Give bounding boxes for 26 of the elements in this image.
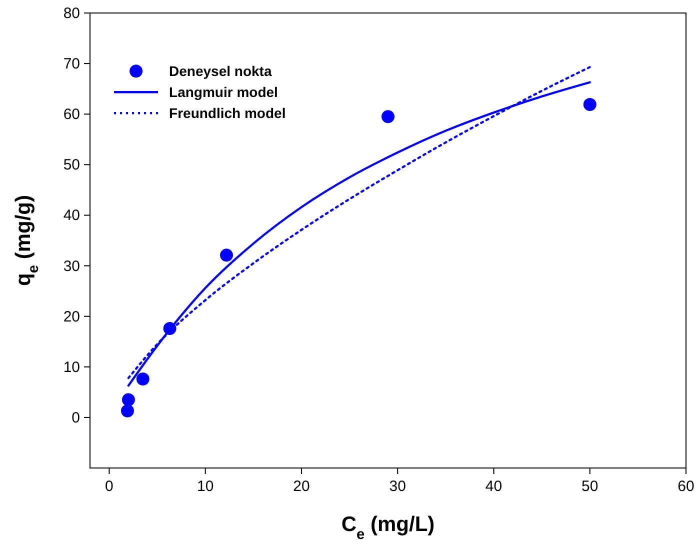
point xyxy=(120,404,134,418)
legend-label: Langmuir model xyxy=(169,84,278,100)
y-tick-label: 60 xyxy=(63,106,80,124)
point xyxy=(220,248,234,262)
point xyxy=(122,393,135,406)
x-tick-label: 40 xyxy=(485,478,502,495)
x-tick-label: 60 xyxy=(678,478,694,495)
y-tick-label: 30 xyxy=(63,258,80,275)
x-tick-label: 0 xyxy=(105,478,114,495)
y-tick-label: 40 xyxy=(63,207,80,224)
y-tick-label: 10 xyxy=(63,358,80,376)
point xyxy=(583,98,596,112)
y-tick-label: 20 xyxy=(63,308,80,326)
y-tick-label: 70 xyxy=(63,56,80,73)
x-tick-label: 30 xyxy=(389,478,406,495)
x-axis-title: C$_{e}$ (mg/L) xyxy=(341,513,435,543)
x-tick-label: 50 xyxy=(582,478,598,495)
point xyxy=(136,372,150,386)
y-tick-label: 80 xyxy=(63,5,80,22)
legend-label: Freundlich model xyxy=(169,105,286,122)
point xyxy=(382,110,394,124)
x-tick-label: 20 xyxy=(293,478,310,495)
y-tick-label: 50 xyxy=(63,156,80,174)
legend-label: Deneysel nokta xyxy=(169,63,272,80)
y-tick-label: 0 xyxy=(72,409,80,426)
x-tick-label: 10 xyxy=(197,478,214,495)
